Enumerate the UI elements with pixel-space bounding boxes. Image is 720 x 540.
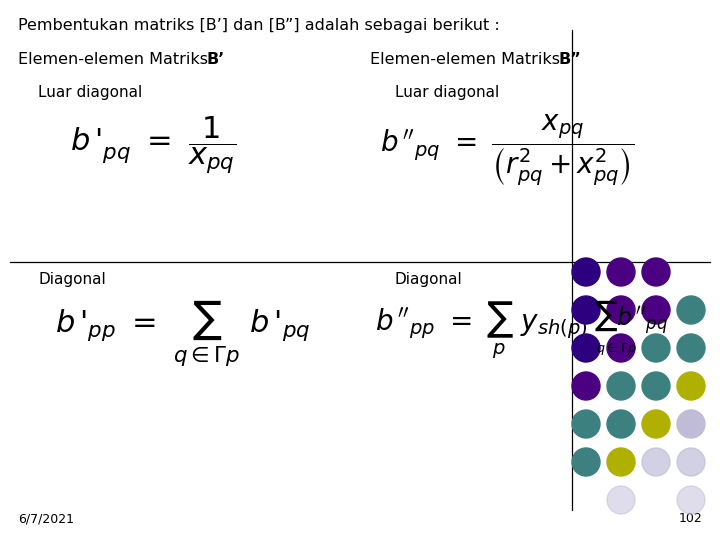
Text: $b\,'^{\!}_{pq}\ =\ \dfrac{1}{x_{pq}}$: $b\,'^{\!}_{pq}\ =\ \dfrac{1}{x_{pq}}$ xyxy=(70,115,236,177)
Circle shape xyxy=(677,486,705,514)
Circle shape xyxy=(572,258,600,286)
Text: Diagonal: Diagonal xyxy=(395,272,463,287)
Circle shape xyxy=(642,410,670,438)
Text: 102: 102 xyxy=(678,512,702,525)
Circle shape xyxy=(677,334,705,362)
Circle shape xyxy=(677,372,705,400)
Circle shape xyxy=(677,410,705,438)
Circle shape xyxy=(607,372,635,400)
Text: $_{q\in\Gamma p}$: $_{q\in\Gamma p}$ xyxy=(596,340,636,358)
Circle shape xyxy=(572,334,600,362)
Circle shape xyxy=(677,296,705,324)
Circle shape xyxy=(607,334,635,362)
Text: Pembentukan matriks [B’] dan [B”] adalah sebagai berikut :: Pembentukan matriks [B’] dan [B”] adalah… xyxy=(18,18,500,33)
Text: $b\,'_{pp}\ =\ \sum_{q\in\Gamma p}\ b\,'_{pq}$: $b\,'_{pp}\ =\ \sum_{q\in\Gamma p}\ b\,'… xyxy=(55,298,310,369)
Text: B”: B” xyxy=(558,52,581,67)
Circle shape xyxy=(642,334,670,362)
Circle shape xyxy=(607,486,635,514)
Text: Diagonal: Diagonal xyxy=(38,272,106,287)
Text: Elemen-elemen Matriks: Elemen-elemen Matriks xyxy=(370,52,565,67)
Circle shape xyxy=(607,448,635,476)
Circle shape xyxy=(677,448,705,476)
Circle shape xyxy=(642,448,670,476)
Text: $b\,''_{pp}\ =\ \sum_{p}\ y_{sh(p)}$: $b\,''_{pp}\ =\ \sum_{p}\ y_{sh(p)}$ xyxy=(375,300,588,361)
Circle shape xyxy=(572,448,600,476)
Text: Luar diagonal: Luar diagonal xyxy=(395,85,499,100)
Circle shape xyxy=(607,258,635,286)
Text: B’: B’ xyxy=(206,52,224,67)
Circle shape xyxy=(642,372,670,400)
Text: Luar diagonal: Luar diagonal xyxy=(38,85,143,100)
Circle shape xyxy=(642,296,670,324)
Text: Elemen-elemen Matriks: Elemen-elemen Matriks xyxy=(18,52,213,67)
Circle shape xyxy=(642,258,670,286)
Circle shape xyxy=(572,296,600,324)
Circle shape xyxy=(607,296,635,324)
Text: $b\,''_{pq}\ =\ \dfrac{x_{pq}}{\left(r^2_{pq}+x^2_{pq}\right)}$: $b\,''_{pq}\ =\ \dfrac{x_{pq}}{\left(r^2… xyxy=(380,112,635,187)
Text: 6/7/2021: 6/7/2021 xyxy=(18,512,74,525)
Circle shape xyxy=(572,372,600,400)
Circle shape xyxy=(607,410,635,438)
Text: $\sum b\,''_{pq}$: $\sum b\,''_{pq}$ xyxy=(594,298,668,336)
Circle shape xyxy=(572,410,600,438)
